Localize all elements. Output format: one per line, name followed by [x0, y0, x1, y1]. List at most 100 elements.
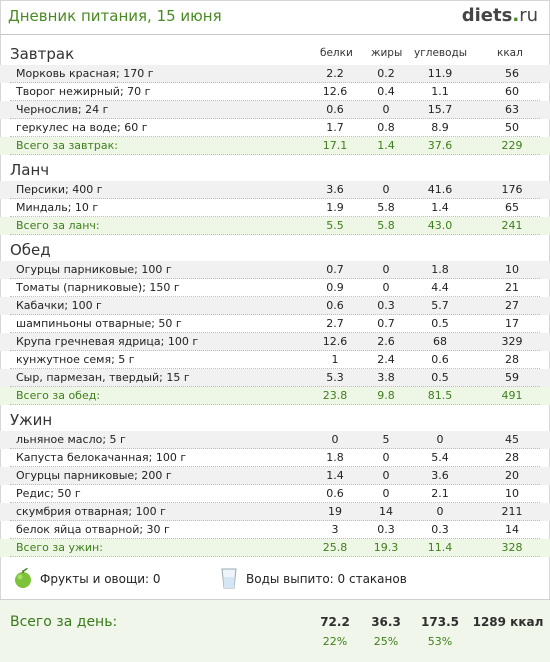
food-carbs: 68	[433, 335, 447, 348]
column-header-fat: жиры	[371, 47, 403, 59]
logo-dot: .	[512, 5, 520, 26]
food-name: скумбрия отварная; 100 г	[16, 505, 166, 518]
food-carbs: 1.1	[431, 85, 449, 98]
food-carbs: 0.6	[431, 353, 449, 366]
food-name: льняное масло; 5 г	[16, 433, 126, 446]
row-divider	[10, 448, 540, 449]
food-carbs: 15.7	[427, 103, 453, 116]
food-fat: 0	[382, 183, 390, 196]
food-carbs: 3.6	[431, 469, 449, 482]
total-carbs: 43.0	[427, 219, 453, 232]
food-fat: 0.4	[377, 85, 395, 98]
fruits-vegetables-count: Фрукты и овощи: 0	[40, 572, 161, 586]
day-total-fat: 36.3	[371, 615, 401, 629]
site-logo[interactable]: diets.ru	[462, 5, 538, 26]
meal-total-row: Всего за ланч: 5.5 5.8 43.0 241	[0, 217, 550, 235]
total-kcal: 328	[501, 541, 523, 554]
meal-total-row: Всего за ужин: 25.8 19.3 11.4 328	[0, 539, 550, 557]
row-divider	[10, 154, 540, 155]
food-row: Огурцы парниковые; 200 г 1.4 0 3.6 20	[0, 467, 550, 485]
food-row: Капуста белокачанная; 100 г 1.8 0 5.4 28	[0, 449, 550, 467]
food-name: Чернослив; 24 г	[16, 103, 109, 116]
food-kcal: 10	[505, 487, 519, 500]
food-row: Огурцы парниковые; 100 г 0.7 0 1.8 10	[0, 261, 550, 279]
food-name: Крупа гречневая ядрица; 100 г	[16, 335, 199, 348]
food-protein: 1	[331, 353, 339, 366]
food-protein: 19	[328, 505, 342, 518]
row-divider	[10, 216, 540, 217]
food-fat: 0.2	[377, 67, 395, 80]
total-protein: 5.5	[326, 219, 344, 232]
row-divider	[10, 332, 540, 333]
total-kcal: 241	[501, 219, 523, 232]
food-name: белок яйца отварной; 30 г	[16, 523, 170, 536]
row-divider	[10, 234, 540, 235]
row-divider	[10, 404, 540, 405]
meal-sections: Завтрак Морковь красная; 170 г 2.2 0.2 11.9 5…	[0, 44, 550, 562]
food-name: Миндаль; 10 г	[16, 201, 99, 214]
row-divider	[10, 484, 540, 485]
food-protein: 1.9	[326, 201, 344, 214]
logo-tld: ru	[519, 5, 538, 26]
row-divider	[10, 368, 540, 369]
water-count: Воды выпито: 0 стаканов	[246, 572, 407, 586]
total-fat: 5.8	[377, 219, 395, 232]
food-protein: 2.2	[326, 67, 344, 80]
food-protein: 12.6	[322, 335, 348, 348]
food-kcal: 211	[501, 505, 523, 518]
total-protein: 23.8	[322, 389, 348, 402]
total-kcal: 491	[501, 389, 523, 402]
food-kcal: 27	[505, 299, 519, 312]
row-divider	[10, 100, 540, 101]
total-protein: 17.1	[322, 139, 348, 152]
food-kcal: 14	[505, 523, 519, 536]
day-carbs-percent: 53%	[427, 635, 453, 648]
food-row: Творог нежирный; 70 г 12.6 0.4 1.1 60	[0, 83, 550, 101]
page-title: Дневник питания, 15 июня	[8, 7, 222, 25]
day-total-label: Всего за день:	[10, 614, 118, 630]
extras-row: Фрукты и овощи: 0 Воды выпито: 0 стакано…	[0, 567, 550, 591]
food-row: скумбрия отварная; 100 г 19 14 0 211	[0, 503, 550, 521]
meal-section: Ланч Персики; 400 г 3.6 0 41.6 176 Миндаль; 10…	[0, 160, 550, 235]
food-protein: 1.8	[326, 451, 344, 464]
meal-total-label: Всего за ужин:	[16, 541, 103, 554]
food-fat: 0	[382, 281, 390, 294]
food-kcal: 17	[505, 317, 519, 330]
food-fat: 0.3	[377, 523, 395, 536]
food-row: Редис; 50 г 0.6 0 2.1 10	[0, 485, 550, 503]
food-kcal: 60	[505, 85, 519, 98]
header-divider	[0, 34, 550, 35]
food-name: Сыр, пармезан, твердый; 15 г	[16, 371, 190, 384]
row-divider	[10, 314, 540, 315]
food-row: белок яйца отварной; 30 г 3 0.3 0.3 14	[0, 521, 550, 539]
meal-section: Обед Огурцы парниковые; 100 г 0.7 0 1.8 10 Том…	[0, 240, 550, 405]
food-row: Сыр, пармезан, твердый; 15 г 5.3 3.8 0.5 59	[0, 369, 550, 387]
meal-total-label: Всего за ланч:	[16, 219, 100, 232]
food-protein: 0.6	[326, 299, 344, 312]
row-divider	[10, 502, 540, 503]
row-divider	[10, 296, 540, 297]
food-row: Чернослив; 24 г 0.6 0 15.7 63	[0, 101, 550, 119]
food-protein: 1.4	[326, 469, 344, 482]
food-protein: 0.6	[326, 487, 344, 500]
meal-title: Обед	[10, 241, 51, 259]
food-fat: 0	[382, 451, 390, 464]
row-divider	[10, 538, 540, 539]
day-total-divider	[0, 599, 550, 600]
food-carbs: 1.4	[431, 201, 449, 214]
total-carbs: 81.5	[427, 389, 453, 402]
food-kcal: 50	[505, 121, 519, 134]
food-carbs: 1.8	[431, 263, 449, 276]
food-protein: 0.7	[326, 263, 344, 276]
row-divider	[10, 520, 540, 521]
total-carbs: 11.4	[427, 541, 453, 554]
food-name: шампиньоны отварные; 50 г	[16, 317, 182, 330]
meal-total-row: Всего за завтрак: 17.1 1.4 37.6 229	[0, 137, 550, 155]
food-fat: 2.4	[377, 353, 395, 366]
food-name: Капуста белокачанная; 100 г	[16, 451, 187, 464]
food-row: Томаты (парниковые); 150 г 0.9 0 4.4 21	[0, 279, 550, 297]
day-protein-percent: 22%	[322, 635, 348, 648]
food-protein: 1.7	[326, 121, 344, 134]
total-protein: 25.8	[322, 541, 348, 554]
food-row: Персики; 400 г 3.6 0 41.6 176	[0, 181, 550, 199]
